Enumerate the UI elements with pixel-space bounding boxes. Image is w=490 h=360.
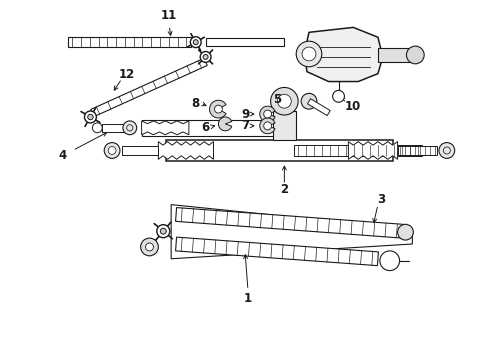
Circle shape [160,228,166,234]
Circle shape [109,147,116,154]
Circle shape [439,143,455,158]
Text: 3: 3 [377,193,385,206]
Circle shape [104,143,120,158]
Polygon shape [175,208,403,238]
Text: 8: 8 [192,97,200,110]
Text: 1: 1 [244,292,252,305]
Circle shape [277,94,291,108]
Polygon shape [175,237,378,266]
Polygon shape [272,111,296,140]
Circle shape [215,105,222,113]
Circle shape [88,114,93,120]
Text: 2: 2 [280,183,289,196]
Circle shape [127,125,133,131]
Circle shape [200,51,211,62]
Polygon shape [142,120,279,136]
Wedge shape [260,106,275,122]
Text: 10: 10 [345,100,362,113]
Polygon shape [206,38,284,46]
Circle shape [296,41,322,67]
Circle shape [203,54,208,59]
Circle shape [301,93,317,109]
Circle shape [302,47,316,61]
Text: 12: 12 [119,68,135,81]
Polygon shape [122,145,158,156]
Circle shape [270,87,298,115]
Circle shape [84,111,97,123]
Circle shape [407,46,424,64]
Text: 7: 7 [241,120,249,132]
Wedge shape [210,100,226,118]
Polygon shape [304,27,383,82]
Wedge shape [260,118,275,134]
Circle shape [264,110,271,118]
Polygon shape [171,204,413,259]
Wedge shape [219,117,232,131]
Circle shape [264,122,271,130]
Circle shape [157,225,170,238]
Polygon shape [91,58,207,117]
Polygon shape [294,145,422,156]
Circle shape [141,238,158,256]
Circle shape [190,37,201,48]
Circle shape [146,243,153,251]
Circle shape [380,251,399,271]
Circle shape [194,40,198,45]
Circle shape [397,224,414,240]
Text: 11: 11 [161,9,177,22]
Text: 5: 5 [273,93,282,106]
Polygon shape [397,145,437,156]
Circle shape [108,147,116,154]
Polygon shape [68,37,191,47]
Circle shape [93,123,102,133]
Polygon shape [158,141,214,159]
Circle shape [443,147,450,154]
Circle shape [333,90,344,102]
Text: 9: 9 [241,108,249,121]
Polygon shape [348,141,397,159]
Polygon shape [102,124,130,132]
Polygon shape [308,99,330,116]
Text: 6: 6 [201,121,210,134]
Polygon shape [166,140,392,161]
Text: 4: 4 [59,149,67,162]
Polygon shape [142,121,189,135]
Polygon shape [378,48,413,62]
Circle shape [123,121,137,135]
